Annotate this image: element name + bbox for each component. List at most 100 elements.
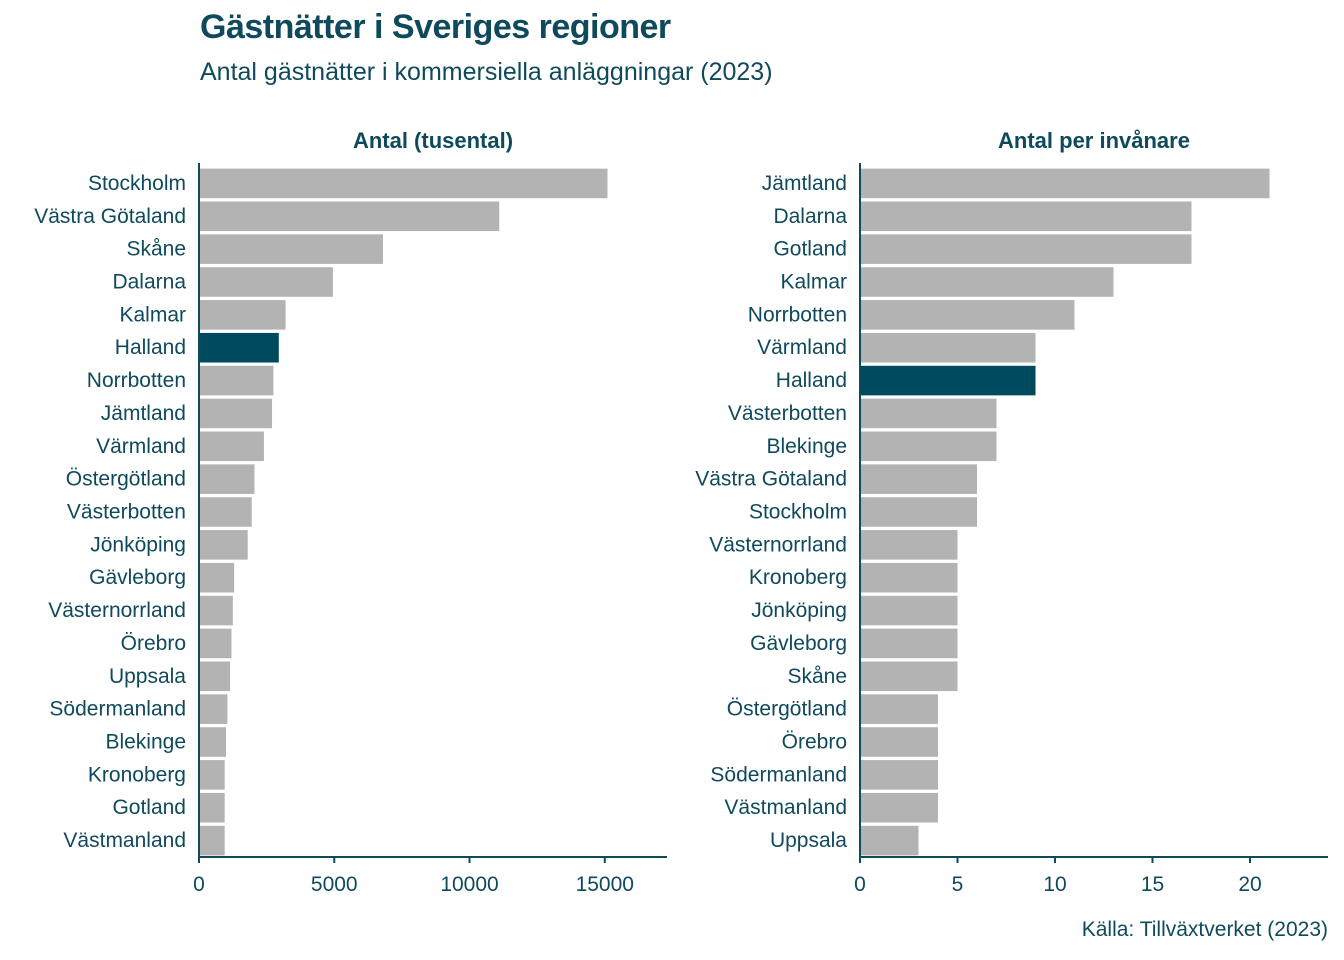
category-label-vasternorrland: Västernorrland (48, 599, 186, 622)
x-tick-label: 10 (1043, 873, 1066, 896)
bar-ostergotland (861, 694, 938, 724)
category-label-jamtland: Jämtland (762, 172, 847, 195)
x-tick-label: 20 (1238, 873, 1261, 896)
bar-vastra-gotaland (861, 464, 977, 494)
category-label-vastmanland: Västmanland (724, 796, 847, 819)
category-label-sodermanland: Södermanland (49, 698, 186, 721)
bar-uppsala (200, 661, 231, 692)
category-label-vasterbotten: Västerbotten (728, 402, 847, 425)
bar-skane (200, 234, 383, 264)
category-label-norrbotten: Norrbotten (748, 303, 847, 326)
panel-title: Antal (tusental) (353, 128, 513, 153)
chart-subtitle: Antal gästnätter i kommersiella anläggni… (200, 58, 773, 86)
source-note: Källa: Tillväxtverket (2023) (1081, 918, 1328, 941)
category-label-dalarna: Dalarna (112, 271, 186, 294)
bar-sodermanland (200, 694, 228, 724)
category-label-vastmanland: Västmanland (63, 829, 186, 852)
bar-uppsala (861, 825, 919, 856)
category-label-varmland: Värmland (757, 336, 847, 359)
category-label-vastra-gotaland: Västra Götaland (34, 205, 186, 228)
category-label-orebro: Örebro (121, 632, 186, 655)
category-label-stockholm: Stockholm (88, 172, 186, 195)
category-label-jonkoping: Jönköping (90, 533, 186, 556)
category-label-skane: Skåne (126, 238, 186, 261)
bar-vastmanland (861, 792, 938, 823)
category-label-jonkoping: Jönköping (751, 599, 847, 622)
bar-varmland (861, 332, 1036, 363)
bar-ostergotland (200, 464, 255, 494)
category-label-halland: Halland (776, 369, 847, 392)
category-label-gotland: Gotland (112, 796, 186, 819)
category-label-kalmar: Kalmar (780, 271, 847, 294)
bar-skane (861, 661, 958, 692)
category-label-kalmar: Kalmar (119, 303, 186, 326)
x-tick-label: 15 (1141, 873, 1164, 896)
category-label-vastra-gotaland: Västra Götaland (695, 468, 847, 491)
category-label-jamtland: Jämtland (101, 402, 186, 425)
bar-vasterbotten (861, 398, 997, 429)
bar-blekinge (200, 727, 227, 757)
bar-sodermanland (861, 760, 938, 790)
x-tick-label: 0 (854, 873, 866, 896)
bar-jamtland (200, 398, 273, 429)
bar-vasterbotten (200, 497, 252, 527)
category-label-halland: Halland (115, 336, 186, 359)
x-tick-label: 0 (193, 873, 205, 896)
bar-norrbotten (861, 300, 1075, 330)
category-label-gavleborg: Gävleborg (89, 566, 186, 589)
x-tick-label: 5 (952, 873, 964, 896)
bar-orebro (200, 628, 232, 659)
bar-dalarna (861, 201, 1192, 232)
bar-vastmanland (200, 825, 225, 856)
bar-gotland (861, 234, 1192, 264)
bar-halland-highlight (861, 365, 1036, 396)
bar-halland-highlight (200, 332, 279, 363)
category-label-kronoberg: Kronoberg (88, 763, 186, 786)
category-label-vasternorrland: Västernorrland (709, 533, 847, 556)
bar-stockholm (861, 497, 977, 527)
x-tick-label: 10000 (440, 873, 498, 896)
category-label-gotland: Gotland (773, 238, 847, 261)
category-label-ostergotland: Östergötland (727, 698, 847, 721)
bar-blekinge (861, 431, 997, 462)
bar-orebro (861, 727, 938, 757)
category-label-orebro: Örebro (782, 731, 847, 754)
category-label-skane: Skåne (787, 665, 847, 688)
bar-stockholm (200, 168, 608, 199)
category-label-kronoberg: Kronoberg (749, 566, 847, 589)
bar-norrbotten (200, 365, 274, 396)
category-label-norrbotten: Norrbotten (87, 369, 186, 392)
bar-kalmar (861, 267, 1114, 297)
panel-antal-tusental: Antal (tusental) Stockholm Västra Götaland… (34, 128, 667, 896)
category-label-stockholm: Stockholm (749, 501, 847, 524)
bar-jonkoping (861, 595, 958, 626)
category-label-blekinge: Blekinge (766, 435, 847, 458)
chart-title: Gästnätter i Sveriges regioner (200, 8, 671, 46)
category-label-varmland: Värmland (96, 435, 186, 458)
category-label-ostergotland: Östergötland (66, 468, 186, 491)
bar-vastra-gotaland (200, 201, 500, 232)
bar-gotland (200, 792, 225, 823)
category-label-gavleborg: Gävleborg (750, 632, 847, 655)
bar-gavleborg (861, 628, 958, 659)
bar-jonkoping (200, 530, 248, 560)
bar-kalmar (200, 300, 286, 330)
bar-gavleborg (200, 562, 235, 593)
bar-varmland (200, 431, 264, 462)
panel-antal-per-invanare: Antal per invånare Jämtland Dalarna Gotland… (695, 128, 1328, 896)
category-label-sodermanland: Södermanland (710, 763, 847, 786)
category-label-vasterbotten: Västerbotten (67, 501, 186, 524)
category-label-dalarna: Dalarna (773, 205, 847, 228)
bar-jamtland (861, 168, 1270, 199)
bar-vasternorrland (200, 595, 233, 626)
x-tick-label: 5000 (311, 873, 358, 896)
bar-vasternorrland (861, 530, 958, 560)
category-label-blekinge: Blekinge (105, 731, 186, 754)
panel-title: Antal per invånare (998, 128, 1190, 153)
bar-dalarna (200, 267, 333, 297)
x-tick-label: 15000 (576, 873, 634, 896)
bar-kronoberg (200, 760, 225, 790)
category-label-uppsala: Uppsala (770, 829, 847, 852)
category-label-uppsala: Uppsala (109, 665, 186, 688)
